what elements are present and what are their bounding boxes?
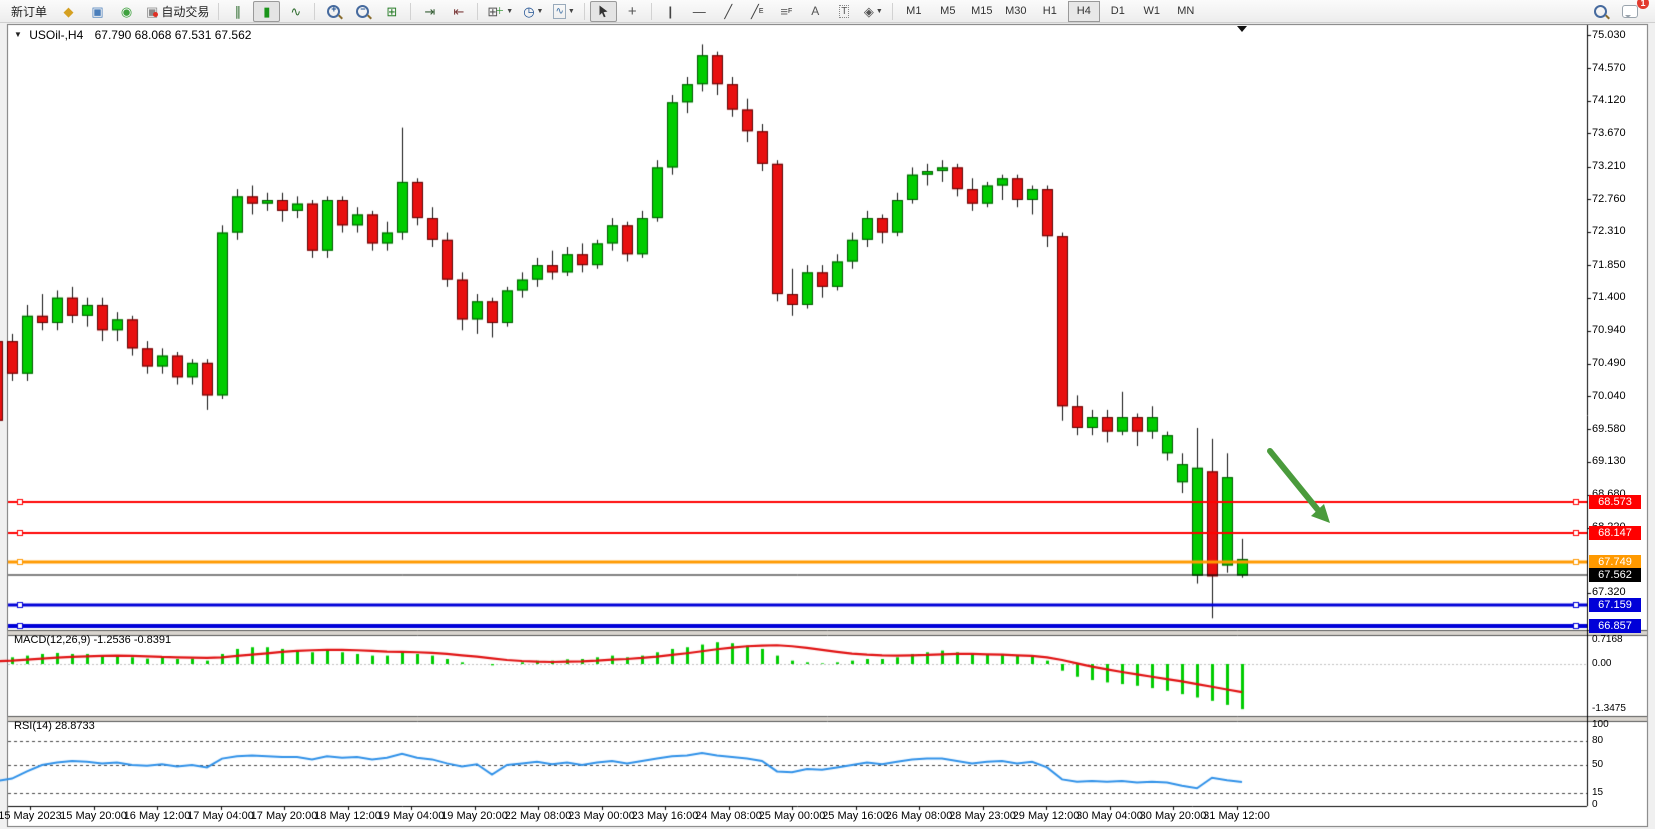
equidistant-channel-button[interactable]: ╱ E: [744, 1, 771, 22]
search-button[interactable]: [1587, 1, 1614, 22]
chevron-down-icon: ▼: [506, 7, 514, 15]
autotrade-robot-icon: ▣: [146, 3, 159, 19]
gold-diamond-icon: ◆: [63, 3, 74, 19]
toolbar-separator: [218, 2, 220, 20]
toolbar-separator: [477, 2, 479, 20]
trendline-icon: ╱: [724, 3, 733, 19]
fibonacci-label: F: [787, 7, 793, 15]
autotrade-label: 自动交易: [161, 4, 210, 19]
bar-chart-icon: ∥: [234, 3, 242, 19]
fibonacci-icon: ≡: [780, 3, 788, 19]
new-chart-button[interactable]: ⊞ ＋ ▼: [483, 1, 517, 22]
chevron-down-icon: ▼: [536, 7, 544, 15]
horizontal-line-button[interactable]: —: [686, 1, 713, 22]
chevron-down-icon: ▼: [875, 7, 883, 15]
vertical-line-button[interactable]: |: [657, 1, 684, 22]
tile-windows-icon: ⊞: [386, 3, 398, 19]
line-chart-icon: ∿: [290, 3, 302, 19]
main-toolbar: 新订单 ◆ ▣ ◉ ▣ 自动交易 ∥ ▮ ∿ + − ⊞ ⇥ ⇤ ⊞ ＋ ▼ ◷ ▼ …: [0, 0, 1655, 23]
textlabel-tool-label: T: [839, 4, 850, 18]
candlestick-chart-button[interactable]: ▮: [253, 0, 281, 22]
channel-icon: ╱: [751, 3, 759, 19]
timeframe-h1-button[interactable]: H1: [1042, 5, 1057, 17]
notification-badge: 1: [1637, 0, 1649, 9]
chart-shift-icon: ⇤: [453, 3, 465, 19]
chart-shift-button[interactable]: ⇤: [445, 1, 472, 22]
autotrade-button[interactable]: ▣ 自动交易: [142, 1, 213, 22]
cursor-button[interactable]: [589, 0, 617, 22]
templates-button[interactable]: ∿ ▼: [549, 1, 578, 22]
template-chart-icon: ∿: [553, 3, 566, 19]
new-order-button[interactable]: 新订单: [11, 4, 48, 19]
timeframe-m5-button[interactable]: M5: [940, 5, 956, 17]
chat-bubble-icon: [1621, 4, 1638, 18]
zoom-out-icon: −: [356, 4, 370, 18]
crosshair-button[interactable]: +: [619, 1, 646, 22]
toolbar-separator: [583, 2, 585, 20]
text-button[interactable]: A: [802, 1, 829, 22]
line-chart-button[interactable]: ∿: [282, 1, 309, 22]
search-icon: [1594, 4, 1607, 18]
text-label-button[interactable]: T: [831, 1, 858, 22]
zoom-in-icon: +: [327, 4, 341, 18]
vertical-line-icon: |: [668, 3, 673, 19]
timeframe-mn-button[interactable]: MN: [1177, 5, 1195, 17]
crosshair-icon: +: [627, 2, 637, 20]
candlestick-icon: ▮: [263, 3, 271, 19]
auto-scroll-icon: ⇥: [424, 3, 436, 19]
new-chart-icon: ⊞: [487, 3, 499, 19]
timeframe-m30-button[interactable]: M30: [1005, 5, 1027, 17]
signal-icon: ◉: [120, 3, 133, 19]
notifications-button[interactable]: 1: [1616, 0, 1649, 22]
shapes-button[interactable]: ◈ ▼: [860, 1, 887, 22]
period-clock-button[interactable]: ◷ ▼: [519, 1, 547, 22]
cursor-icon: [599, 5, 608, 17]
hedge-order-button[interactable]: ◆: [55, 1, 82, 22]
channel-label: E: [758, 7, 764, 15]
depth-of-market-button[interactable]: ▣: [84, 1, 111, 22]
tile-windows-button[interactable]: ⊞: [378, 1, 405, 22]
timeframe-h4-button[interactable]: H4: [1067, 0, 1100, 22]
toolbar-separator: [314, 2, 316, 20]
timeframe-d1-button[interactable]: D1: [1110, 5, 1125, 17]
trendline-button[interactable]: ╱: [715, 1, 742, 22]
toolbar-separator: [410, 2, 412, 20]
shapes-icon: ◈: [863, 3, 874, 19]
signal-button[interactable]: ◉: [113, 1, 140, 22]
horizontal-line-icon: —: [692, 3, 706, 19]
zoom-in-button[interactable]: +: [320, 1, 347, 22]
text-tool-label: A: [811, 4, 820, 18]
autotrade-status-dot: [153, 11, 159, 17]
toolbar-separator: [650, 2, 652, 20]
timeframe-bar: M1 M5 M15 M30 H1 H4 D1 W1 MN: [897, 0, 1203, 22]
auto-scroll-button[interactable]: ⇥: [416, 1, 443, 22]
fibonacci-button[interactable]: ≡ F: [773, 1, 800, 22]
market-window-icon: ▣: [91, 3, 104, 19]
timeframe-m1-button[interactable]: M1: [906, 5, 922, 17]
plus-icon: ＋: [495, 5, 505, 16]
timeframe-w1-button[interactable]: W1: [1143, 5, 1161, 17]
zoom-out-button[interactable]: −: [349, 1, 376, 22]
bar-chart-button[interactable]: ∥: [224, 1, 251, 22]
clock-icon: ◷: [523, 3, 535, 19]
chevron-down-icon: ▼: [567, 7, 575, 15]
timeframe-m15-button[interactable]: M15: [971, 5, 993, 17]
toolbar-separator: [891, 2, 893, 20]
